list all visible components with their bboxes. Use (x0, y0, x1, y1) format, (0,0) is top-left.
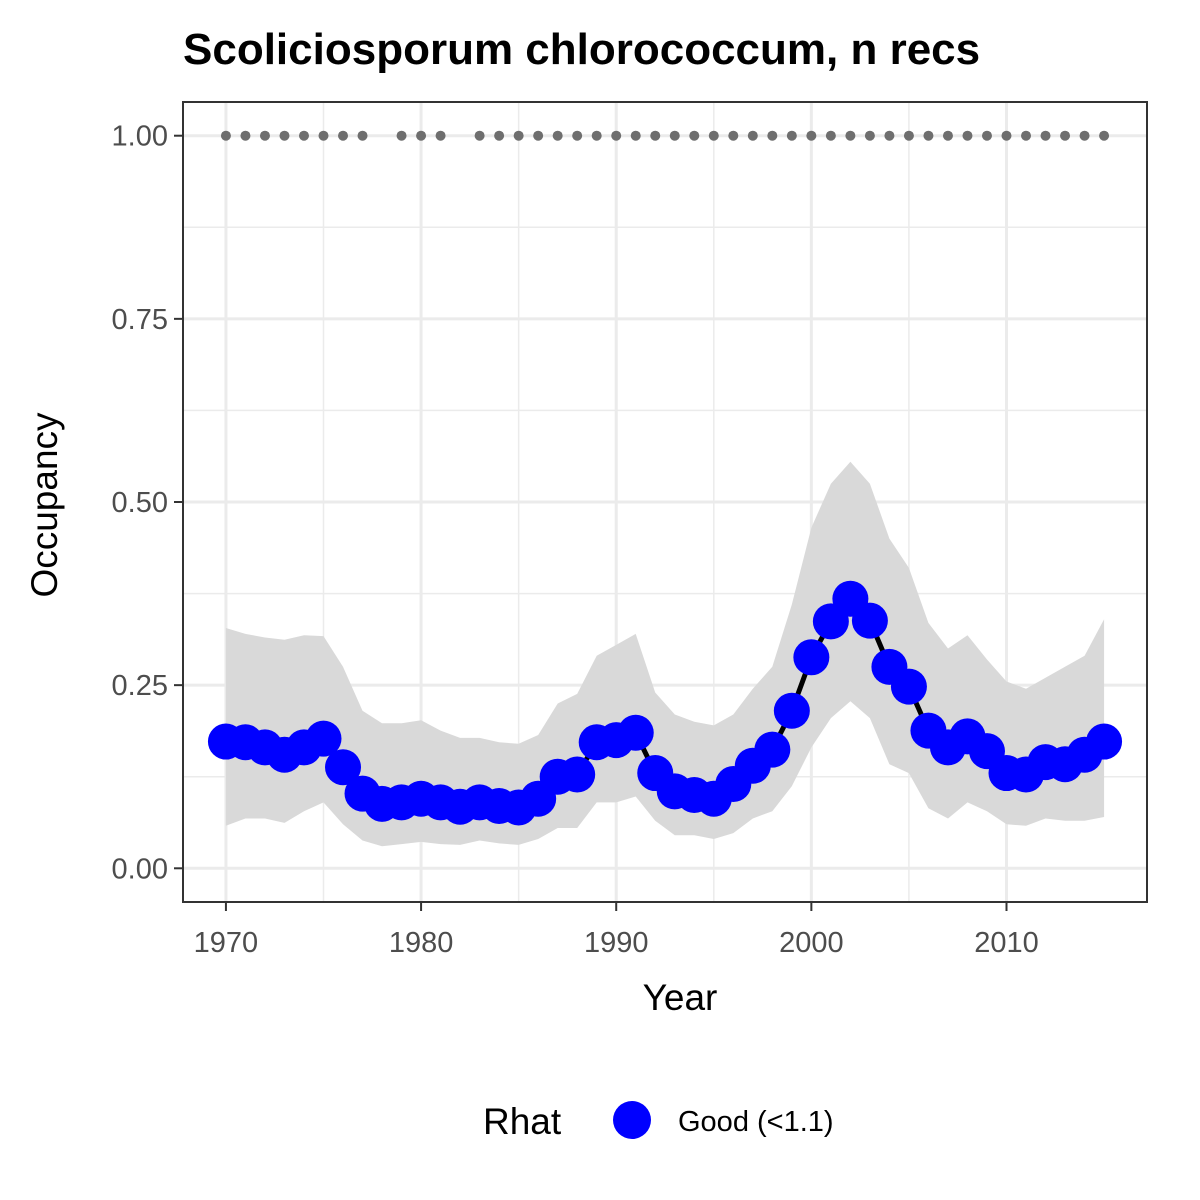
record-marker (279, 130, 290, 141)
credible-interval-ribbon (225, 461, 1105, 847)
occupancy-point (851, 602, 888, 639)
y-tick-label: 0.25 (112, 670, 168, 702)
record-marker (1099, 130, 1110, 141)
y-tick-label: 0.50 (112, 487, 168, 519)
chart-title: Scoliciosporum chlorococcum, n recs (183, 25, 980, 74)
occupancy-point (793, 639, 830, 676)
record-year-markers (220, 130, 1110, 141)
x-tick-label: 1990 (584, 927, 649, 959)
record-marker (806, 130, 817, 141)
legend-title: Rhat (483, 1101, 562, 1142)
record-marker (513, 130, 524, 141)
occupancy-point (305, 720, 342, 757)
record-marker (669, 130, 680, 141)
record-marker (942, 130, 953, 141)
record-marker (728, 130, 739, 141)
record-marker (767, 130, 778, 141)
record-marker (650, 130, 661, 141)
record-marker (981, 130, 992, 141)
record-marker (1021, 130, 1032, 141)
record-marker (786, 130, 797, 141)
x-axis-title: Year (643, 977, 718, 1018)
occupancy-point (325, 749, 362, 786)
x-tick-label: 2010 (974, 927, 1039, 959)
x-tick-label: 1980 (389, 927, 454, 959)
x-tick-label: 1970 (194, 927, 259, 959)
record-marker (1040, 130, 1051, 141)
record-marker (689, 130, 700, 141)
record-marker (591, 130, 602, 141)
record-marker (338, 130, 349, 141)
legend-label-good: Good (<1.1) (678, 1106, 834, 1138)
record-marker (572, 130, 583, 141)
record-marker (259, 130, 270, 141)
record-marker (416, 130, 427, 141)
record-marker (494, 130, 505, 141)
occupancy-point (890, 668, 927, 705)
legend-key-point (613, 1101, 651, 1139)
record-marker (298, 130, 309, 141)
occupancy-point (617, 714, 654, 751)
occupancy-points (207, 580, 1123, 826)
axes: 0.00 0.25 0.50 0.75 1.00 1970 1980 1990 2000 2010 (112, 121, 1039, 959)
y-tick-label: 0.00 (112, 853, 168, 885)
record-marker (923, 130, 934, 141)
y-axis-title: Occupancy (24, 412, 65, 598)
y-tick-label: 0.75 (112, 304, 168, 336)
record-marker (1079, 130, 1090, 141)
record-marker (864, 130, 875, 141)
record-marker (533, 130, 544, 141)
record-marker (611, 130, 622, 141)
record-marker (240, 130, 251, 141)
record-marker (708, 130, 719, 141)
occupancy-point (754, 731, 791, 768)
occupancy-point (1086, 723, 1123, 760)
occupancy-point (559, 756, 596, 793)
x-tick-label: 2000 (779, 927, 844, 959)
record-marker (825, 130, 836, 141)
record-marker (630, 130, 641, 141)
record-marker (220, 130, 231, 141)
record-marker (884, 130, 895, 141)
record-marker (474, 130, 485, 141)
record-marker (845, 130, 856, 141)
record-marker (903, 130, 914, 141)
occupancy-point (773, 692, 810, 729)
legend: Rhat Good (<1.1) (483, 1101, 834, 1142)
record-marker (318, 130, 329, 141)
record-marker (962, 130, 973, 141)
record-marker (1060, 130, 1071, 141)
record-marker (357, 130, 368, 141)
y-tick-label: 1.00 (112, 121, 168, 153)
record-marker (435, 130, 446, 141)
record-marker (1001, 130, 1012, 141)
record-marker (747, 130, 758, 141)
record-marker (396, 130, 407, 141)
record-marker (552, 130, 563, 141)
